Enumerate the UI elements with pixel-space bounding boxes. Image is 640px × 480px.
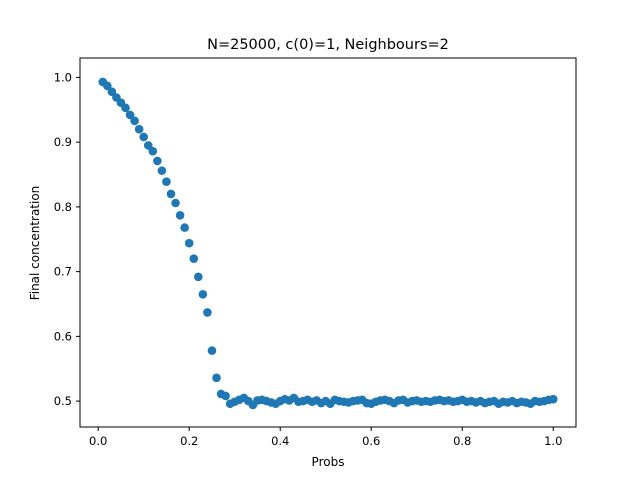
data-point [221, 391, 230, 401]
data-point [148, 146, 158, 156]
data-point [139, 132, 149, 142]
y-axis-ticks: 0.5 0.6 0.7 0.8 0.9 1.0 [54, 70, 80, 408]
data-point [103, 81, 112, 91]
x-tick-label: 0.8 [453, 434, 471, 448]
y-tick-label: 1.0 [54, 70, 72, 84]
data-point [121, 103, 130, 113]
data-point [207, 346, 217, 355]
data-point [184, 238, 194, 248]
x-tick-label: 0.2 [180, 434, 198, 448]
data-point [203, 308, 212, 317]
x-axis-label: Probs [312, 455, 345, 469]
data-point [107, 87, 117, 96]
y-tick-label: 0.8 [54, 200, 72, 214]
data-point [175, 211, 185, 220]
data-point [189, 254, 199, 263]
y-tick-label: 0.9 [54, 135, 72, 149]
data-point [180, 223, 189, 232]
y-tick-label: 0.6 [54, 329, 72, 343]
x-axis-ticks: 0.0 0.2 0.4 0.6 0.8 1.0 [89, 427, 562, 448]
y-axis-label: Final concentration [28, 186, 42, 301]
data-point [548, 394, 558, 404]
axes-frame [79, 57, 577, 428]
data-point [130, 116, 139, 126]
data-point [157, 166, 167, 175]
data-point [212, 373, 221, 383]
data-point [143, 141, 153, 150]
chart-title: N=25000, c(0)=1, Neighbours=2 [207, 37, 449, 53]
x-tick-label: 0.6 [362, 434, 380, 448]
data-point [134, 124, 144, 134]
x-tick-label: 0.0 [89, 434, 107, 448]
x-tick-label: 0.4 [271, 434, 289, 448]
y-tick-label: 0.5 [54, 394, 72, 408]
data-point [125, 110, 135, 120]
data-point [162, 177, 171, 186]
y-tick-label: 0.7 [54, 265, 72, 279]
data-point [153, 156, 162, 166]
data-point [194, 272, 203, 282]
data-points [98, 77, 558, 410]
x-tick-label: 1.0 [544, 434, 562, 448]
data-point [171, 198, 180, 208]
data-point [198, 289, 208, 299]
data-point [166, 189, 176, 199]
